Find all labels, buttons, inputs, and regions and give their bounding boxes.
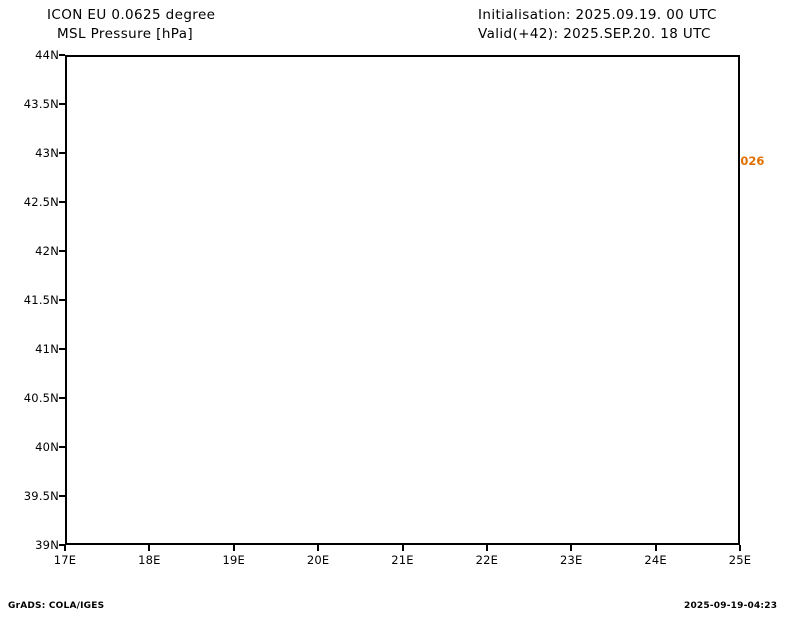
contour-map-plot: 1024102310251024102410251025102310251026…: [65, 55, 766, 545]
x-axis-tick-label: 21E: [391, 553, 414, 567]
x-axis-tick-label: 23E: [560, 553, 583, 567]
y-axis-tick-label: 40.5N: [23, 391, 59, 405]
x-tick-mark: [654, 545, 657, 551]
y-axis-tick-label: 41N: [35, 342, 59, 356]
model-title: ICON EU 0.0625 degree: [47, 7, 216, 23]
y-tick-mark: [59, 201, 65, 203]
y-tick-mark: [59, 299, 65, 301]
x-axis-tick-label: 19E: [222, 553, 245, 567]
y-tick-mark: [59, 446, 65, 448]
y-axis-tick-label: 41.5N: [23, 293, 59, 307]
x-axis-tick-label: 17E: [53, 553, 77, 567]
y-axis-tick-label: 42N: [35, 244, 59, 258]
y-axis-tick-label: 43.5N: [23, 97, 59, 111]
y-axis-tick-label: 40N: [35, 440, 59, 454]
y-tick-mark: [59, 348, 65, 350]
plot-frame: [65, 55, 740, 545]
y-tick-mark: [59, 152, 65, 154]
y-tick-mark: [59, 397, 65, 399]
y-axis-tick-label: 39N: [35, 538, 59, 552]
y-axis-tick-label: 42.5N: [23, 195, 59, 209]
x-axis-tick-label: 24E: [644, 553, 667, 567]
x-tick-mark: [148, 545, 151, 551]
field-title: MSL Pressure [hPa]: [57, 26, 194, 42]
render-stamp: 2025-09-19-04:23: [684, 601, 778, 611]
x-axis-tick-label: 20E: [306, 553, 330, 567]
x-axis-tick-label: 18E: [138, 553, 161, 567]
x-axis-tick-label: 22E: [475, 553, 499, 567]
valid-time-label: Valid(+42): 2025.SEP.20. 18 UTC: [478, 26, 711, 42]
y-axis-tick-label: 44N: [35, 48, 59, 62]
y-axis-tick-label: 39.5N: [23, 489, 59, 503]
x-tick-mark: [232, 545, 235, 551]
x-tick-mark: [570, 545, 573, 551]
y-tick-mark: [59, 103, 65, 105]
grads-credit: GrADS: COLA/IGES: [8, 601, 105, 611]
y-axis-tick-label: 43N: [35, 146, 59, 160]
y-tick-mark: [59, 54, 65, 56]
initialisation-label: Initialisation: 2025.09.19. 00 UTC: [478, 7, 717, 23]
x-tick-mark: [739, 545, 741, 551]
x-axis-tick-label: 25E: [728, 553, 752, 567]
x-tick-mark: [317, 545, 320, 551]
x-tick-mark: [401, 545, 404, 551]
y-tick-mark: [59, 544, 65, 546]
y-tick-mark: [59, 495, 65, 497]
x-tick-mark: [64, 545, 66, 551]
y-tick-mark: [59, 250, 65, 252]
x-tick-mark: [485, 545, 488, 551]
